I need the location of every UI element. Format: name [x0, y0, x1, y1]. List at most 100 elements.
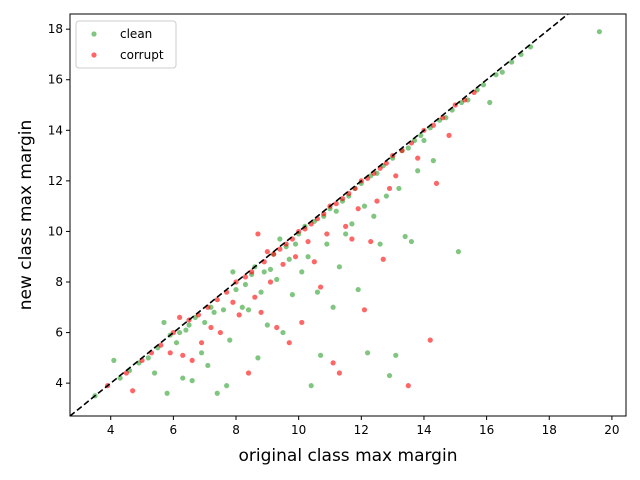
scatter-point-corrupt	[368, 238, 374, 245]
scatter-point-clean	[383, 193, 389, 199]
x-tick-label: 14	[416, 423, 431, 437]
scatter-point-corrupt	[214, 297, 220, 303]
scatter-point-corrupt	[271, 251, 277, 257]
scatter-point-clean	[224, 383, 230, 389]
scatter-point-clean	[371, 213, 377, 219]
scatter-point-clean	[408, 238, 415, 245]
reference-line-y-equals-x	[70, 14, 570, 416]
scatter-point-corrupt	[336, 370, 342, 376]
scatter-point-clean	[117, 375, 123, 381]
scatter-point-clean	[202, 319, 208, 326]
scatter-point-corrupt	[158, 342, 164, 348]
scatter-point-clean	[111, 357, 117, 363]
scatter-point-clean	[596, 29, 602, 35]
x-axis-label: original class max margin	[239, 446, 458, 466]
scatter-point-clean	[418, 132, 424, 138]
scatter-point-corrupt	[374, 198, 380, 204]
scatter-point-corrupt	[430, 122, 436, 128]
scatter-point-clean	[343, 231, 349, 237]
y-tick-label: 10	[48, 224, 63, 238]
y-tick-label: 4	[55, 376, 63, 390]
scatter-point-corrupt	[446, 132, 452, 138]
scatter-point-corrupt	[255, 231, 261, 237]
scatter-point-clean	[499, 69, 505, 75]
scatter-point-corrupt	[355, 206, 361, 212]
x-axis-ticks: 4 6 8 10 12 14 16 18 20	[107, 416, 620, 437]
scatter-point-corrupt	[343, 223, 349, 229]
reference-line-layer	[70, 14, 570, 416]
scatter-point-clean	[317, 352, 324, 358]
scatter-point-corrupt	[177, 314, 183, 320]
scatter-point-clean	[305, 254, 311, 260]
scatter-point-corrupt	[180, 352, 186, 358]
scatter-point-clean	[509, 59, 515, 65]
scatter-point-clean	[261, 269, 267, 275]
scatter-point-corrupt	[380, 256, 386, 262]
scatter-point-corrupt	[230, 299, 236, 305]
scatter-point-corrupt	[386, 185, 393, 192]
scatter-point-corrupt	[242, 274, 249, 280]
x-tick-label: 10	[291, 423, 306, 437]
scatter-point-clean	[421, 137, 427, 144]
scatter-point-corrupt	[217, 329, 223, 336]
y-tick-label: 16	[48, 73, 63, 87]
legend: clean corrupt	[75, 20, 177, 69]
scatter-point-clean	[274, 276, 280, 283]
scatter-point-corrupt	[433, 180, 440, 186]
scatter-point-clean	[280, 329, 286, 336]
scatter-point-clean	[151, 370, 158, 376]
scatter-point-clean	[186, 322, 192, 328]
scatter-point-corrupt	[311, 259, 317, 265]
scatter-point-corrupt	[286, 340, 292, 346]
scatter-point-clean	[205, 362, 211, 369]
data-points-layer	[92, 29, 602, 399]
scatter-point-corrupt	[264, 249, 270, 255]
scatter-point-clean	[487, 99, 493, 106]
plot-frame	[69, 13, 627, 417]
scatter-point-corrupt	[123, 370, 129, 376]
scatter-point-clean	[308, 383, 314, 389]
scatter-point-clean	[258, 289, 264, 295]
scatter-point-corrupt	[208, 324, 214, 331]
scatter-point-corrupt	[267, 279, 274, 285]
scatter-point-clean	[386, 372, 393, 379]
scatter-point-clean	[415, 168, 421, 174]
scatter-point-clean	[189, 378, 195, 384]
plot-area	[70, 14, 626, 416]
y-tick-label: 14	[48, 123, 63, 137]
scatter-point-corrupt	[130, 388, 136, 394]
scatter-point-clean	[480, 82, 487, 88]
y-axis-label: new class max margin	[16, 120, 36, 311]
scatter-point-clean	[455, 249, 462, 255]
y-tick-label: 18	[48, 22, 63, 36]
legend-label-corrupt: corrupt	[120, 48, 164, 62]
legend-marker-clean	[91, 31, 97, 37]
scatter-point-clean	[161, 319, 167, 326]
x-tick-label: 20	[604, 423, 619, 437]
scatter-point-corrupt	[277, 246, 283, 252]
scatter-point-clean	[289, 292, 295, 298]
legend-label-clean: clean	[120, 27, 152, 41]
scatter-point-corrupt	[383, 160, 389, 166]
x-tick-label: 18	[542, 423, 557, 437]
legend-box	[75, 20, 177, 69]
scatter-point-clean	[405, 145, 411, 151]
scatter-point-clean	[164, 390, 170, 396]
scatter-point-clean	[349, 221, 355, 227]
scatter-point-clean	[396, 185, 402, 192]
y-tick-label: 12	[48, 174, 63, 188]
scatter-point-clean	[227, 337, 233, 343]
scatter-point-clean	[145, 355, 151, 361]
scatter-point-corrupt	[324, 231, 330, 237]
scatter-point-clean	[173, 340, 180, 346]
scatter-point-corrupt	[252, 294, 258, 300]
scatter-point-clean	[242, 281, 249, 288]
scatter-point-corrupt	[189, 357, 195, 363]
scatter-point-corrupt	[349, 236, 355, 242]
scatter-point-corrupt	[305, 238, 311, 245]
scatter-point-clean	[277, 236, 283, 242]
scatter-point-clean	[177, 329, 183, 336]
scatter-point-clean	[286, 256, 292, 262]
scatter-point-corrupt	[167, 350, 173, 356]
scatter-point-clean	[267, 266, 274, 272]
